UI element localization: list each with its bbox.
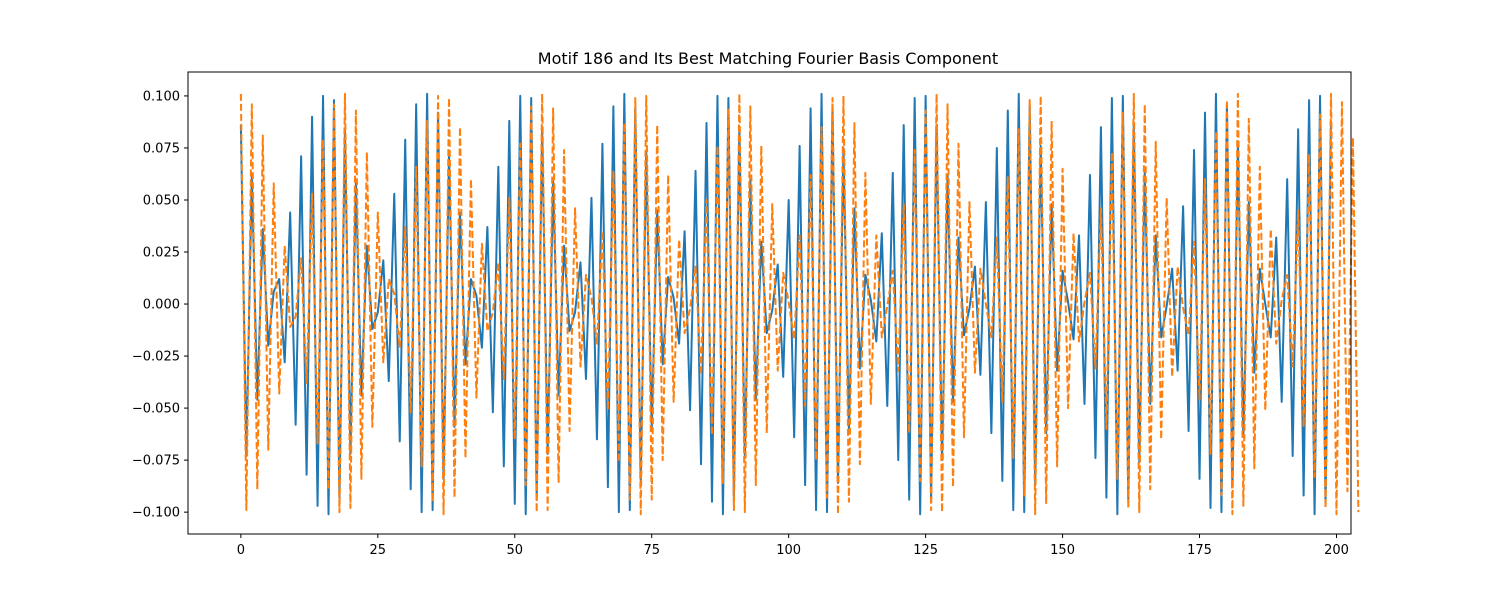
- series-layer: [239, 92, 1360, 516]
- x-tick-label: 0: [237, 543, 245, 558]
- y-tick-label: −0.025: [132, 350, 180, 365]
- x-tick-label: 150: [1050, 543, 1075, 558]
- x-tick-label: 175: [1187, 543, 1212, 558]
- y-tick-label: 0.050: [143, 193, 180, 208]
- y-tick-label: 0.075: [143, 141, 180, 156]
- y-tick-label: 0.000: [143, 298, 180, 313]
- y-axis: −0.100 −0.075 −0.050 −0.025 0.000 0.025 0.050 0…: [132, 89, 188, 521]
- chart-title: Motif 186 and Its Best Matching Fourier …: [538, 49, 998, 68]
- y-tick-label: −0.050: [132, 402, 180, 417]
- x-tick-label: 100: [776, 543, 801, 558]
- y-tick-label: 0.100: [143, 89, 180, 104]
- x-tick-label: 125: [913, 543, 938, 558]
- x-tick-label: 25: [370, 543, 387, 558]
- x-tick-label: 75: [643, 543, 660, 558]
- x-tick-label: 200: [1324, 543, 1349, 558]
- y-tick-label: 0.025: [143, 246, 180, 261]
- y-tick-label: −0.100: [132, 506, 180, 521]
- plot-frame: [187, 71, 1352, 535]
- series-line-2: [239, 92, 1360, 516]
- x-axis: 0 25 50 75 100 125 150 175 200: [237, 534, 1349, 558]
- y-tick-label: −0.075: [132, 454, 180, 469]
- x-tick-label: 50: [506, 543, 523, 558]
